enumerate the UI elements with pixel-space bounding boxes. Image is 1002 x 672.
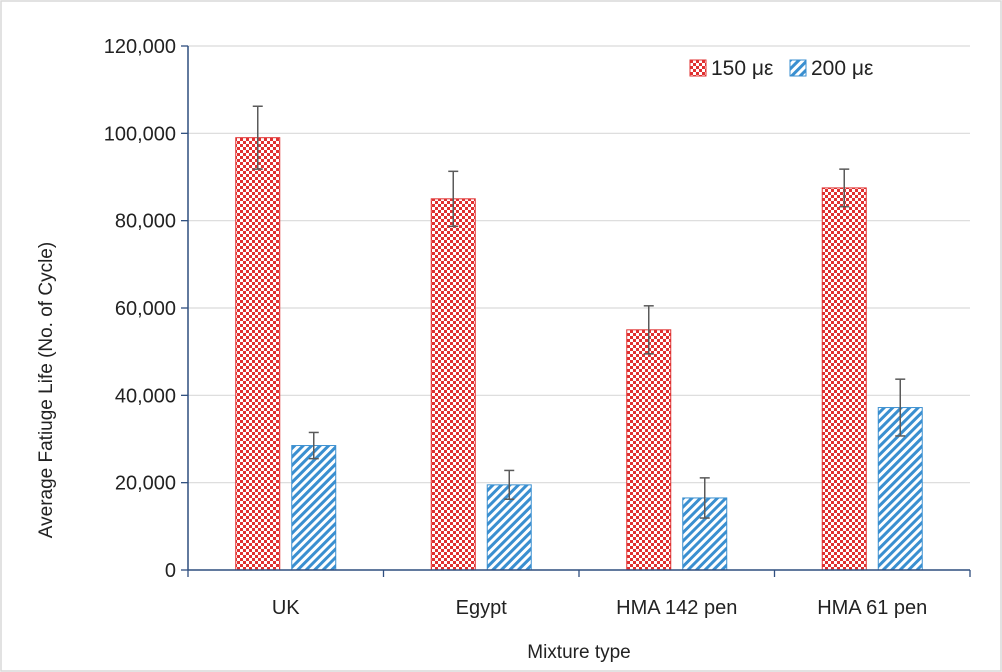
y-tick-label: 40,000 bbox=[115, 385, 176, 407]
bar bbox=[821, 187, 867, 571]
x-axis-title: Mixture type bbox=[527, 642, 630, 663]
y-tick-label: 60,000 bbox=[115, 298, 176, 320]
legend-label: 150 με bbox=[711, 57, 773, 80]
legend: 150 με 200 με bbox=[689, 57, 873, 80]
bar bbox=[626, 329, 672, 571]
bar bbox=[430, 198, 476, 571]
y-tick-label: 0 bbox=[165, 560, 176, 582]
legend-label: 200 με bbox=[811, 57, 873, 80]
y-tick-label: 120,000 bbox=[104, 36, 176, 58]
error-bars bbox=[252, 105, 906, 519]
x-tick-label: HMA 142 pen bbox=[616, 597, 737, 619]
x-tick-label: Egypt bbox=[456, 597, 508, 619]
y-tick-label: 100,000 bbox=[104, 123, 176, 145]
y-tick-label: 20,000 bbox=[115, 473, 176, 495]
legend-swatch bbox=[789, 59, 807, 77]
bar bbox=[235, 137, 281, 571]
x-tick-label: HMA 61 pen bbox=[817, 597, 927, 619]
axes: 0 20,000 40,000 60,000 80,000 100,000 120,000 U… bbox=[104, 36, 971, 619]
legend-swatch bbox=[689, 59, 707, 77]
x-tick-label: UK bbox=[272, 597, 300, 619]
y-tick-label: 80,000 bbox=[115, 211, 176, 233]
y-axis-title: Average Fatiuge Life (No. of Cycle) bbox=[36, 242, 57, 538]
bar bbox=[291, 445, 337, 571]
